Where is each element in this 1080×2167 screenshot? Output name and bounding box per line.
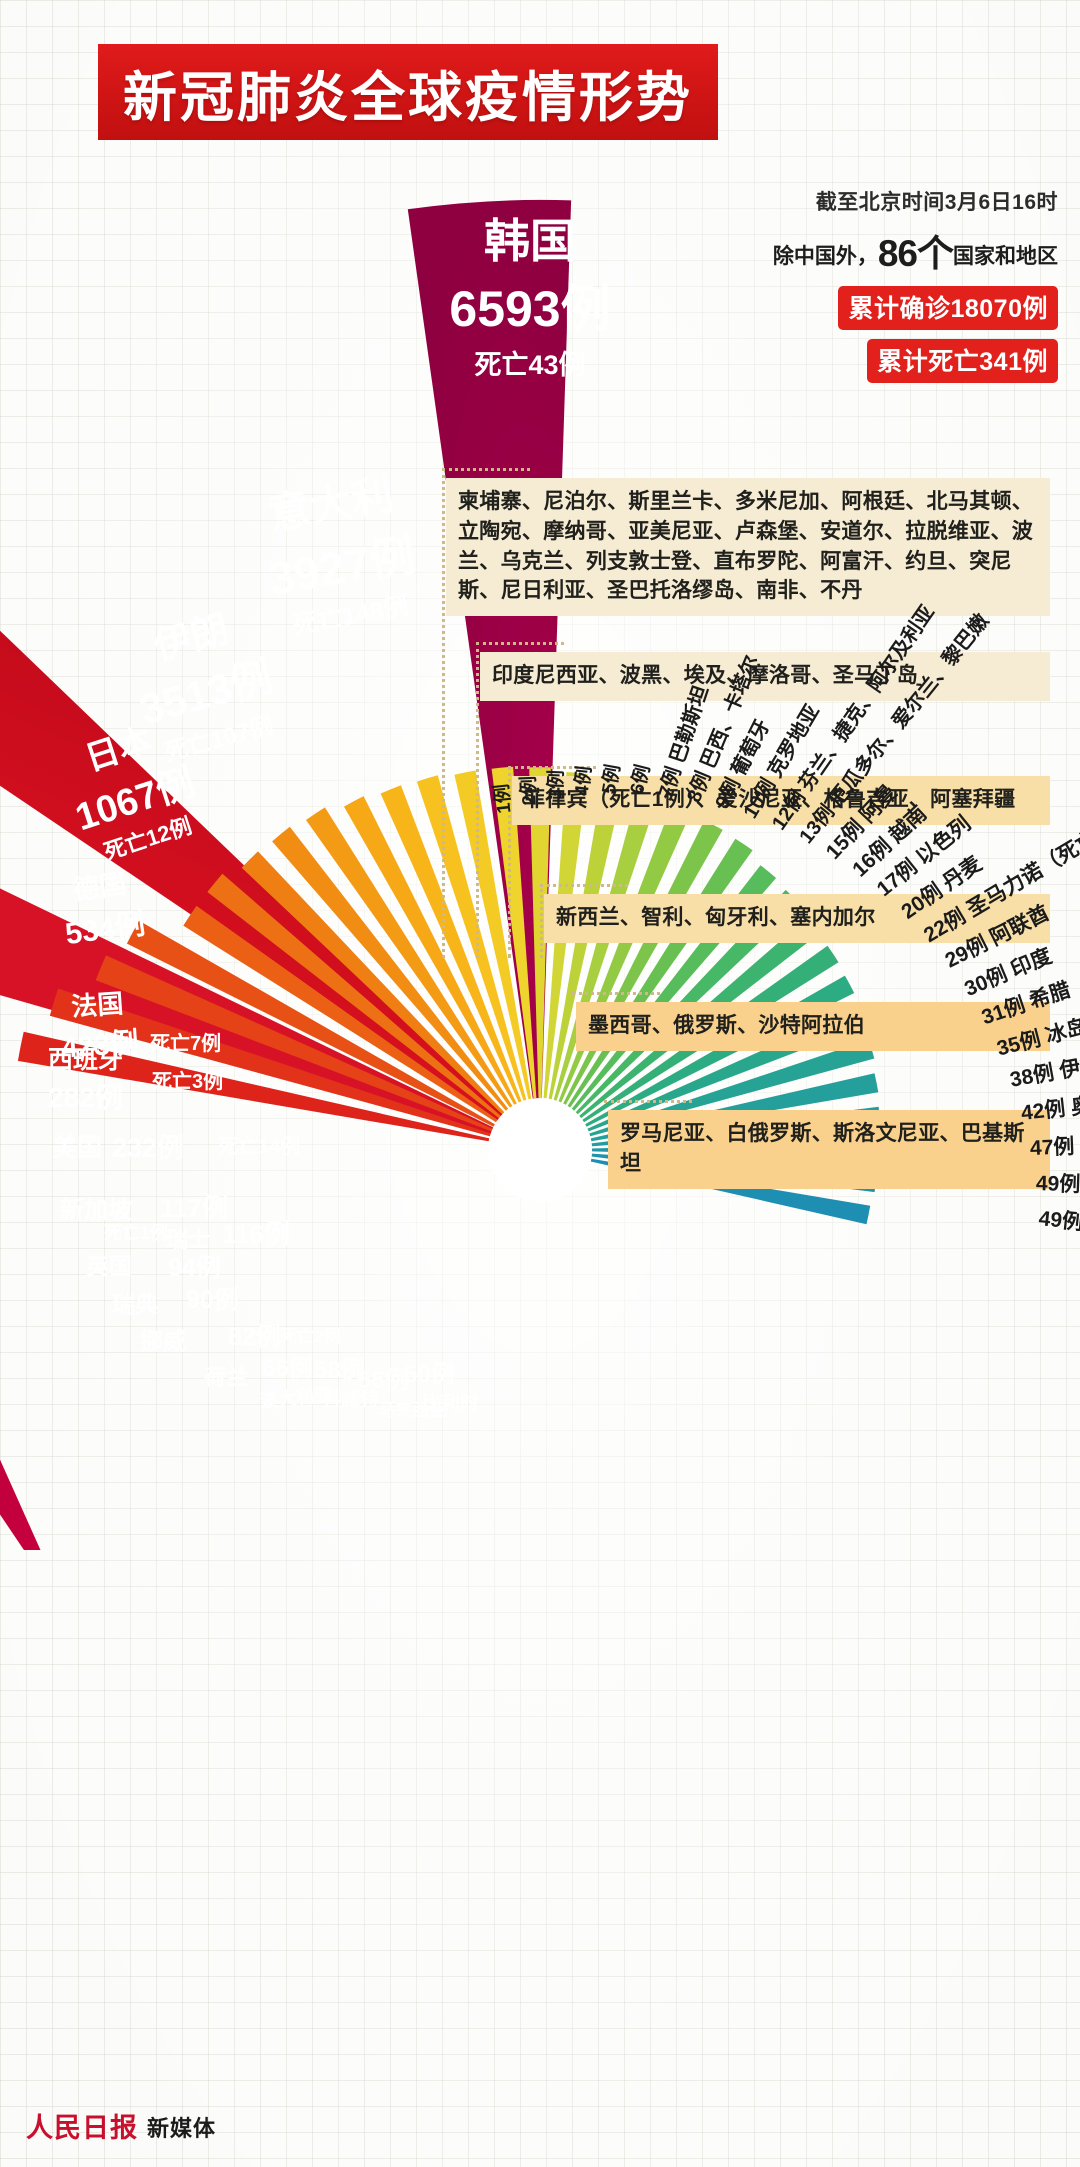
chart-wedge	[272, 826, 509, 1111]
leader-line-2	[476, 642, 479, 958]
wedge-label-spain: 西班牙 282例	[48, 1046, 124, 1113]
outer-tick-label: 3例	[545, 769, 568, 801]
wedge-label-korea: 韩国 6593例 死亡43例	[449, 215, 611, 380]
wedge-label-singapore: 新加坡	[60, 1197, 132, 1224]
leader-line-3	[508, 766, 511, 958]
wedge-label-sweden: 瑞典	[112, 1291, 158, 1317]
wedge-label-netherlands-cases: 66例	[262, 1355, 313, 1382]
wedge-label-usa-deaths: 死亡14例	[218, 1136, 301, 1158]
country-count-line: 除中国外，86个国家和地区	[638, 223, 1058, 277]
wedge-label-malaysia-cases: 50例	[404, 1361, 455, 1388]
wedge-label-netherlands: 荷兰	[204, 1365, 249, 1390]
rmrb-logo: 人民日报	[26, 2113, 138, 2144]
leader-line-2-top	[476, 642, 564, 645]
wedge-label-germany: 德国 534例	[63, 868, 148, 952]
wedge-label-italy: 意大利 3927例 死亡148例	[264, 470, 420, 640]
confirmed-total-badge: 累计确诊18070例	[838, 286, 1058, 330]
chart-wedge	[344, 796, 517, 1105]
chart-wedge	[454, 770, 532, 1100]
outer-tick-label: 1例	[491, 782, 516, 815]
leader-line-1-top	[442, 468, 530, 471]
leader-line-4	[540, 884, 543, 958]
wedge-label-kuwait-cases: 55例	[358, 1367, 409, 1394]
outer-tick-label: 5例	[598, 762, 625, 796]
leader-line-5-top	[572, 992, 660, 995]
callout-box-3例: 菲律宾（死亡1例）、爱沙尼亚、格鲁吉亚、阿塞拜疆	[512, 776, 1050, 825]
wedge-label-netherlands-deaths: 死亡2例	[280, 1327, 341, 1346]
wedge-label-france-deaths: 死亡7例	[150, 1033, 222, 1055]
chart-wedge	[241, 851, 505, 1115]
wedge-label-malaysia: 马来西亚	[378, 1401, 446, 1420]
wedge-label-spain-deaths: 死亡3例	[152, 1071, 224, 1093]
callout-box-2例: 印度尼西亚、波黑、埃及、摩洛哥、圣马丁岛	[480, 652, 1050, 701]
wedge-label-switzerland: 瑞士	[166, 1227, 211, 1252]
page-title-banner: 新冠肺炎全球疫情形势	[98, 44, 718, 140]
callout-box-1例: 柬埔寨、尼泊尔、斯里兰卡、多米尼加、阿根廷、北马其顿、立陶宛、摩纳哥、亚美尼亚、…	[446, 478, 1050, 617]
leader-line-4-top	[540, 884, 628, 887]
wedge-label-belgium: 比利时	[422, 1393, 480, 1414]
wedge-label-norway-cases: 82例	[228, 1323, 281, 1351]
leader-line-6-top	[604, 1100, 692, 1103]
summary-panel: 截至北京时间3月6日16时 除中国外，86个国家和地区 累计确诊18070例 累…	[638, 186, 1058, 383]
wedge-label-singapore-cases: 117例	[160, 1193, 228, 1223]
outer-tick-label: 4例	[571, 765, 596, 798]
footer-branding: 人民日报 新媒体	[26, 2106, 216, 2145]
chart-wedge	[183, 905, 498, 1123]
country-count-suffix: 国家和地区	[953, 245, 1058, 268]
chart-wedge	[17, 1031, 490, 1142]
callout-box-5例: 墨西哥、俄罗斯、沙特阿拉伯	[576, 1002, 1050, 1051]
wedge-label-usa-cases: 232例	[112, 1133, 185, 1163]
page-title: 新冠肺炎全球疫情形势	[123, 67, 693, 128]
wedge-label-uk: 英国	[86, 1253, 132, 1279]
country-count-number: 86个	[877, 233, 954, 274]
wedge-label-australia-cases: 58例	[314, 1357, 365, 1384]
rmrb-subtitle: 新媒体	[147, 2116, 217, 2141]
callout-box-4例: 新西兰、智利、匈牙利、塞内加尔	[544, 894, 1050, 943]
outer-tick-label: 2例	[518, 775, 541, 806]
outer-tick-label: 49例 巴林	[1035, 1171, 1080, 1198]
wedge-label-uk-cases: 94例	[168, 1254, 221, 1282]
chart-wedge	[126, 920, 495, 1127]
wedge-label-switzerland-cases: 116例	[222, 1219, 290, 1249]
wedge-label-usa: 美国	[52, 1134, 103, 1162]
wedge-label-switzerland-deaths: 死亡1例	[104, 1223, 169, 1243]
wedge-label-norway: 挪威	[140, 1328, 186, 1354]
as-of-timestamp: 截至北京时间3月6日16时	[815, 191, 1058, 214]
leader-line-3-top	[508, 766, 596, 769]
country-count-prefix: 除中国外，	[772, 245, 878, 268]
chart-wedge	[491, 766, 537, 1099]
chart-wedge	[207, 873, 501, 1119]
callout-box-6例: 罗马尼亚、白俄罗斯、斯洛文尼亚、巴基斯坦	[608, 1110, 1050, 1189]
deaths-total-badge: 累计死亡341例	[867, 339, 1058, 383]
leader-line-1	[442, 468, 445, 958]
chart-wedge	[306, 807, 513, 1108]
chart-wedge	[49, 988, 491, 1137]
chart-wedge	[380, 785, 522, 1103]
chart-wedge	[95, 955, 493, 1132]
wedge-label-kuwait: 科威特	[322, 1389, 380, 1410]
wedge-label-sweden-cases: 90例	[186, 1286, 239, 1314]
